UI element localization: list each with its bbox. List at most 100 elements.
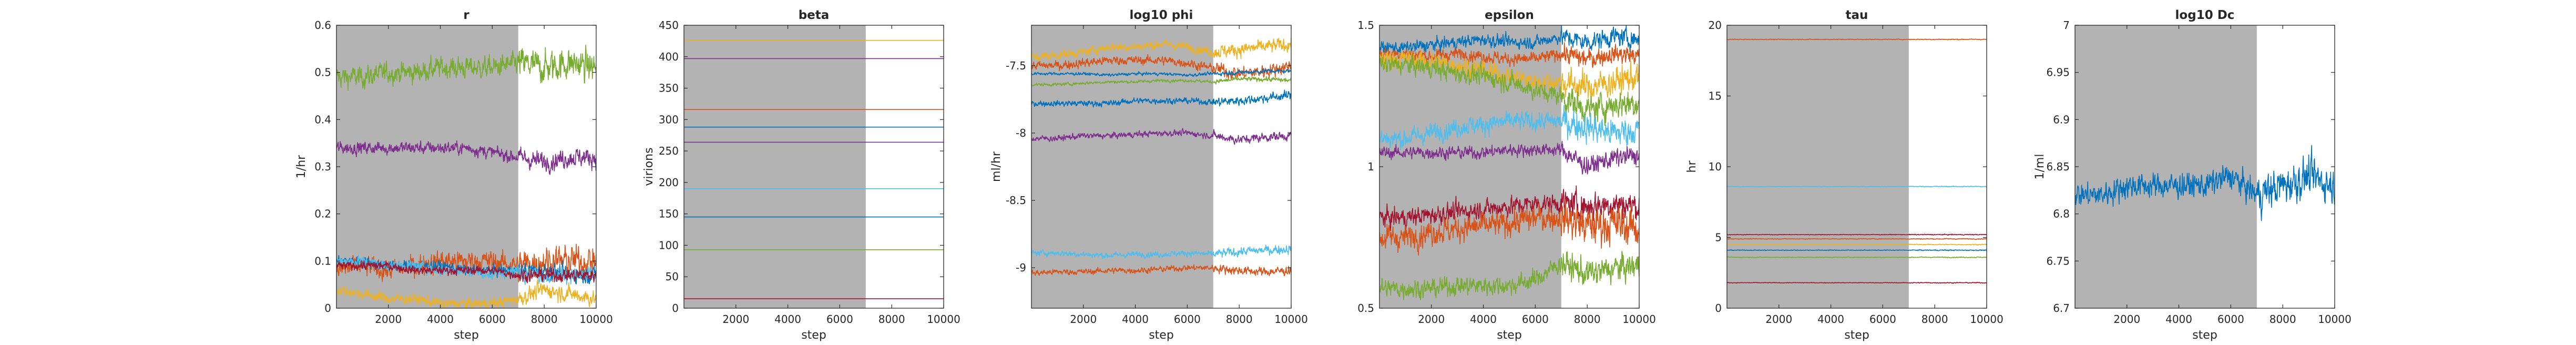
x-tick-label: 6000 <box>1522 313 1549 326</box>
series-line-3 <box>336 243 596 282</box>
y-tick-label: -8.5 <box>1006 194 1026 207</box>
axes-box <box>683 25 944 309</box>
series-group <box>1727 38 1987 284</box>
chart-panel-3: 2000 4000 6000 8000 10000 -9 -8.5 -8 -7.5 log10 p… <box>990 8 1308 342</box>
x-tick-label: 6000 <box>826 313 853 326</box>
x-axis-label: step <box>1844 329 1869 342</box>
x-tick-label: 4000 <box>1470 313 1497 326</box>
x-tick-label: 2000 <box>1070 313 1097 326</box>
x-tick-label: 2000 <box>1765 313 1792 326</box>
series-line-1 <box>2075 145 2335 221</box>
chart-title: epsilon <box>1485 8 1534 22</box>
y-tick-label: 10 <box>1709 160 1722 173</box>
series-line-6 <box>1727 249 1987 251</box>
series-line-7 <box>336 279 596 308</box>
x-tick-label: 8000 <box>878 313 905 326</box>
chart-panel-4: 2000 4000 6000 8000 10000 0.5 1 1.5 epsilon step <box>1357 8 1656 342</box>
series-line-8 <box>1379 199 1639 256</box>
y-tick-label: 0.4 <box>314 113 331 126</box>
chart-title: log10 Dc <box>2175 8 2235 22</box>
x-tick-label: 10000 <box>2318 313 2352 326</box>
y-tick-label: 6.7 <box>2053 302 2070 314</box>
series-group <box>336 45 596 308</box>
y-axis-label: 1/hr <box>295 155 308 178</box>
chart-title: log10 phi <box>1130 8 1193 22</box>
y-tick-label: 20 <box>1709 19 1722 32</box>
y-tick-label: 6.8 <box>2053 208 2070 220</box>
y-tick-label: 150 <box>659 208 679 220</box>
x-tick-label: 4000 <box>427 313 454 326</box>
y-tick-label: 6.75 <box>2046 255 2070 267</box>
x-tick-label: 2000 <box>2113 313 2140 326</box>
x-tick-label: 8000 <box>531 313 558 326</box>
axes-box <box>1031 25 1292 309</box>
y-axis-label: virions <box>642 147 656 186</box>
y-tick-label: 0.5 <box>314 66 331 79</box>
x-tick-label: 8000 <box>1574 313 1601 326</box>
burnin-shade <box>1031 25 1213 308</box>
y-tick-label: 0 <box>324 302 331 314</box>
series-line-5 <box>1727 243 1987 246</box>
series-group <box>1379 25 1639 301</box>
y-tick-label: 6.9 <box>2053 113 2070 126</box>
series-line-8 <box>1727 281 1987 284</box>
series-line-5 <box>1379 105 1639 150</box>
series-line-4 <box>1379 54 1639 126</box>
series-group <box>2075 145 2335 221</box>
y-tick-label: 200 <box>659 176 679 189</box>
series-line-1 <box>336 45 596 91</box>
x-tick-label: 4000 <box>774 313 801 326</box>
y-tick-label: 350 <box>659 82 679 95</box>
series-line-2 <box>336 140 596 175</box>
y-tick-label: 6.85 <box>2046 160 2070 173</box>
x-tick-label: 2000 <box>375 313 402 326</box>
series-line-6 <box>336 260 596 283</box>
chart-panel-1: 2000 4000 6000 8000 10000 0 0.1 0.2 0.3 0.4 0.5 0.6… <box>295 8 613 342</box>
y-axis-label: hr <box>1685 160 1699 173</box>
y-tick-label: 0 <box>1715 302 1722 314</box>
series-line-7 <box>1727 256 1987 259</box>
x-tick-label: 6000 <box>479 313 506 326</box>
y-tick-label: 0 <box>672 302 679 314</box>
x-tick-label: 6000 <box>2217 313 2244 326</box>
series-line-3 <box>1031 68 1291 77</box>
series-line-1 <box>1031 37 1291 62</box>
series-line-6 <box>1379 140 1639 175</box>
x-tick-label: 6000 <box>1174 313 1201 326</box>
series-line-6 <box>1031 128 1291 145</box>
burnin-shade <box>1727 25 1909 308</box>
x-tick-label: 4000 <box>1817 313 1844 326</box>
series-line-8 <box>1031 264 1291 277</box>
y-tick-label: 400 <box>659 50 679 63</box>
burnin-shade <box>2075 25 2257 308</box>
series-line-5 <box>1031 89 1291 108</box>
y-tick-label: 6.95 <box>2046 66 2070 79</box>
y-tick-label: -9 <box>1016 261 1026 274</box>
chart-panel-5: 2000 4000 6000 8000 10000 0 5 10 15 20 tau step hr <box>1685 8 2003 342</box>
x-tick-label: 10000 <box>1622 313 1656 326</box>
y-tick-label: 5 <box>1715 231 1722 244</box>
x-tick-label: 4000 <box>2165 313 2192 326</box>
series-line-3 <box>1727 234 1987 236</box>
chart-panel-6: 2000 4000 6000 8000 10000 6.7 6.75 6.8 6.85 6.9 6.… <box>2033 8 2352 342</box>
series-group <box>684 39 944 299</box>
series-line-4 <box>1727 238 1987 240</box>
series-group <box>1031 37 1291 277</box>
y-tick-label: -7.5 <box>1006 59 1026 72</box>
y-tick-label: 1.5 <box>1357 19 1374 32</box>
series-line-7 <box>1031 245 1291 259</box>
x-axis-label: step <box>454 329 479 342</box>
series-line-1 <box>1379 25 1639 54</box>
x-tick-label: 8000 <box>2270 313 2296 326</box>
chart-title: beta <box>799 8 830 22</box>
x-tick-label: 4000 <box>1122 313 1149 326</box>
chart-title: r <box>463 8 469 22</box>
y-tick-label: 100 <box>659 239 679 251</box>
series-line-2 <box>1727 185 1987 188</box>
chart-panel-2: 2000 4000 6000 8000 10000 0 50 100 150 200 250 300 3… <box>642 8 960 342</box>
y-tick-label: 0.5 <box>1357 302 1374 314</box>
series-line-4 <box>1031 76 1291 87</box>
x-tick-label: 2000 <box>1418 313 1445 326</box>
series-line-1 <box>1727 38 1987 40</box>
